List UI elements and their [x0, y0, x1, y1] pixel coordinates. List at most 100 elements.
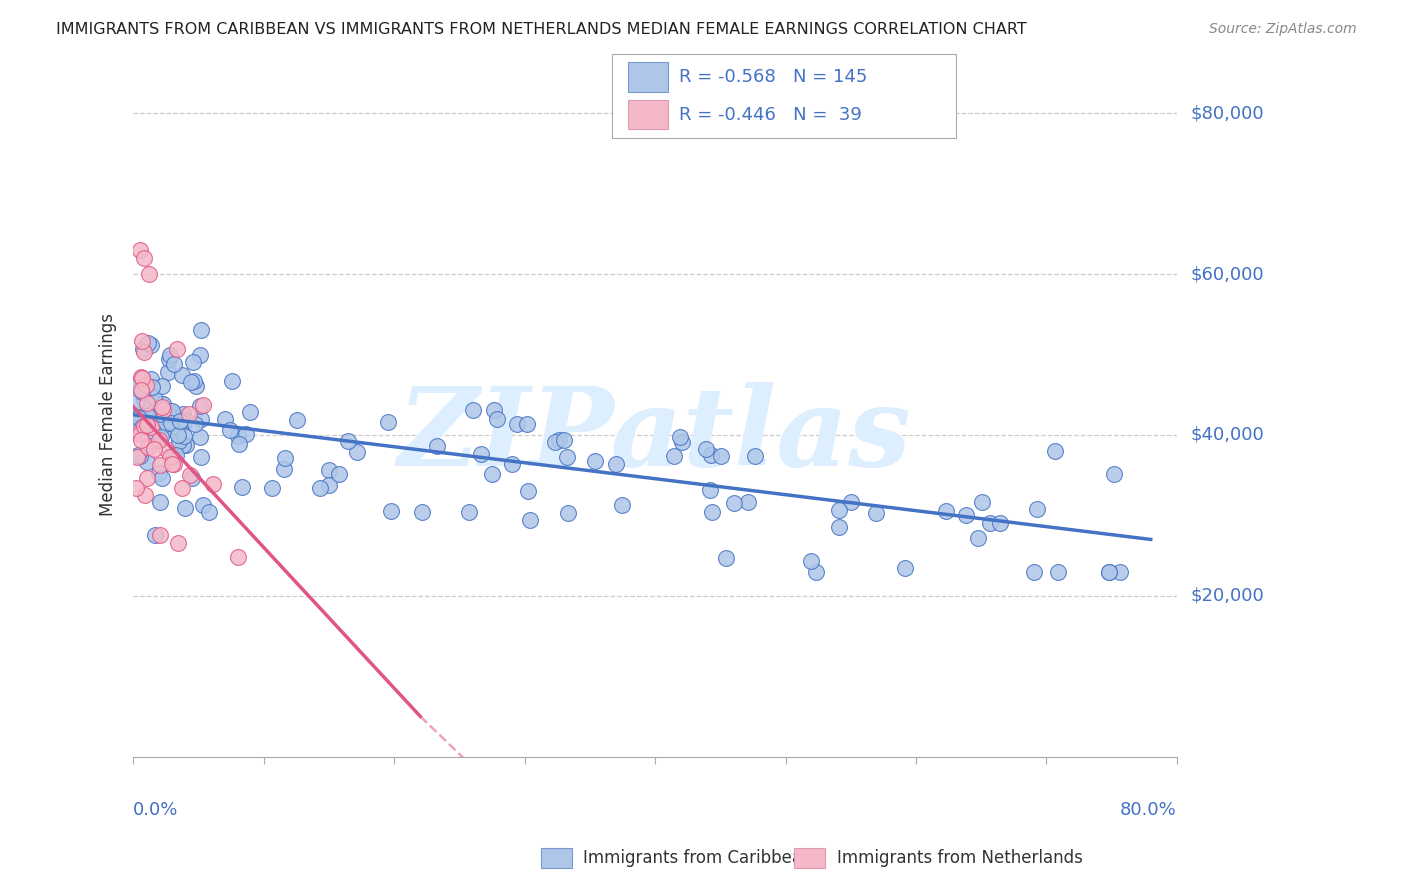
Point: [865, 506, 887, 520]
Point: [150, 430, 173, 444]
Point: [149, 495, 172, 509]
Point: [129, 449, 152, 463]
Point: [710, 449, 733, 463]
Point: [221, 374, 243, 388]
Point: [136, 395, 159, 409]
Point: [129, 426, 152, 441]
Point: [804, 565, 827, 579]
Point: [346, 445, 368, 459]
Point: [700, 448, 723, 462]
Point: [516, 417, 538, 431]
Point: [159, 450, 181, 465]
Point: [131, 334, 153, 348]
Point: [700, 505, 723, 519]
Text: IMMIGRANTS FROM CARIBBEAN VS IMMIGRANTS FROM NETHERLANDS MEDIAN FEMALE EARNINGS : IMMIGRANTS FROM CARIBBEAN VS IMMIGRANTS …: [56, 22, 1026, 37]
Point: [318, 477, 340, 491]
Point: [190, 450, 212, 464]
Point: [142, 424, 165, 438]
Point: [723, 496, 745, 510]
Point: [174, 438, 197, 452]
Point: [318, 463, 340, 477]
Point: [131, 371, 153, 385]
Point: [955, 508, 977, 522]
Point: [426, 439, 449, 453]
Point: [138, 335, 160, 350]
Point: [972, 494, 994, 508]
Point: [228, 437, 250, 451]
Point: [231, 480, 253, 494]
Point: [132, 392, 155, 407]
Point: [152, 402, 174, 417]
Point: [141, 380, 163, 394]
Point: [132, 251, 155, 265]
Point: [141, 338, 163, 352]
Point: [148, 467, 170, 481]
Text: 80.0%: 80.0%: [1121, 801, 1177, 819]
Point: [285, 413, 308, 427]
Point: [129, 383, 152, 397]
Point: [180, 376, 202, 390]
Point: [139, 372, 162, 386]
Point: [125, 481, 148, 495]
Point: [463, 403, 485, 417]
Text: Immigrants from Netherlands: Immigrants from Netherlands: [837, 849, 1083, 867]
Point: [235, 426, 257, 441]
Point: [143, 396, 166, 410]
Point: [134, 488, 156, 502]
Text: 0.0%: 0.0%: [134, 801, 179, 819]
Point: [612, 498, 634, 512]
Point: [127, 426, 149, 441]
Point: [260, 481, 283, 495]
Point: [481, 467, 503, 481]
Point: [547, 433, 569, 447]
Point: [184, 417, 207, 432]
Point: [135, 377, 157, 392]
Point: [190, 323, 212, 337]
Point: [156, 407, 179, 421]
Point: [132, 419, 155, 434]
Point: [159, 348, 181, 362]
Point: [411, 505, 433, 519]
Point: [517, 484, 540, 499]
Point: [179, 408, 201, 422]
Text: $80,000: $80,000: [1191, 104, 1264, 122]
Point: [695, 442, 717, 456]
Text: R = -0.446   N =  39: R = -0.446 N = 39: [679, 105, 862, 123]
Point: [990, 516, 1012, 530]
Point: [181, 355, 204, 369]
Point: [128, 408, 150, 422]
Point: [162, 448, 184, 462]
Point: [201, 477, 224, 491]
Point: [131, 419, 153, 434]
Point: [228, 429, 250, 443]
Point: [165, 418, 187, 433]
Point: [149, 528, 172, 542]
Point: [519, 513, 541, 527]
Point: [1098, 565, 1121, 579]
Text: $40,000: $40,000: [1191, 425, 1264, 444]
Point: [127, 450, 149, 465]
Point: [127, 419, 149, 434]
Point: [165, 448, 187, 462]
Point: [163, 457, 186, 471]
Point: [142, 442, 165, 456]
Point: [501, 458, 523, 472]
Point: [150, 471, 173, 485]
Point: [127, 448, 149, 462]
Point: [160, 458, 183, 472]
Text: Source: ZipAtlas.com: Source: ZipAtlas.com: [1209, 22, 1357, 37]
Point: [152, 425, 174, 439]
Point: [555, 450, 578, 464]
Point: [1102, 467, 1125, 481]
Point: [1046, 565, 1069, 579]
Point: [172, 438, 194, 452]
Point: [226, 550, 249, 565]
Point: [150, 400, 173, 414]
Point: [169, 434, 191, 448]
Point: [134, 418, 156, 433]
Point: [979, 516, 1001, 531]
Point: [505, 417, 527, 431]
Point: [135, 471, 157, 485]
Point: [669, 430, 692, 444]
Point: [470, 447, 492, 461]
